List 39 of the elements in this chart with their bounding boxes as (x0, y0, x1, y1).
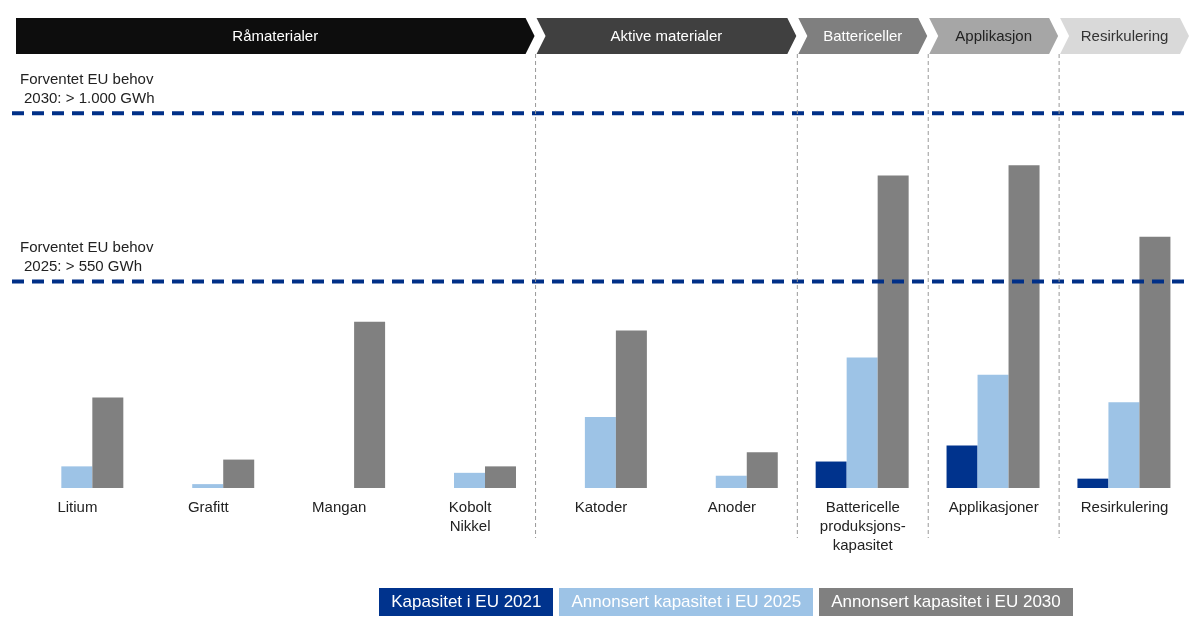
x-tick-label: Grafitt (187, 498, 230, 515)
bar (946, 445, 978, 488)
text: Aktive materialer (610, 27, 723, 44)
text: Resirkulering (1080, 27, 1169, 44)
x-tick-label: Anoder (707, 498, 757, 515)
bar (1077, 478, 1109, 488)
x-tick-label: Katoder (574, 498, 628, 515)
bar (715, 475, 747, 488)
text: Annonsert kapasitet i EU 2030 (819, 588, 1073, 616)
bar (584, 416, 616, 488)
bar (92, 397, 124, 488)
text: Battericeller (823, 27, 903, 44)
bar (192, 484, 224, 488)
x-tick-label: Litium (57, 498, 98, 515)
bar (746, 452, 778, 488)
ref-line-label: Forventet EU behov 2025: > 550 GWh (20, 238, 154, 275)
bar (977, 374, 1009, 488)
bar (354, 321, 386, 488)
bar (484, 466, 516, 488)
bar (61, 466, 93, 488)
x-tick-label: Kobolt Nikkel (448, 498, 493, 534)
bar (1108, 402, 1140, 488)
bar (223, 459, 255, 488)
x-tick-label: Applikasjoner (948, 498, 1039, 515)
bar (846, 357, 878, 488)
ref-line-label: Forventet EU behov 2030: > 1.000 GWh (20, 70, 155, 107)
x-tick-label: Resirkulering (1080, 498, 1169, 515)
bar (615, 330, 647, 488)
text: Kapasitet i EU 2021 (379, 588, 554, 616)
x-tick-label: Battericelle produksjons- kapasitet (819, 498, 906, 553)
x-tick-label: Mangan (312, 498, 367, 515)
bar (453, 472, 485, 488)
bar (877, 175, 909, 488)
text: Annonsert kapasitet i EU 2025 (559, 588, 814, 616)
text: Råmaterialer (232, 27, 319, 44)
text: Applikasjon (955, 27, 1033, 44)
bar (815, 461, 847, 488)
bar (1008, 165, 1040, 488)
bar (1139, 236, 1171, 488)
